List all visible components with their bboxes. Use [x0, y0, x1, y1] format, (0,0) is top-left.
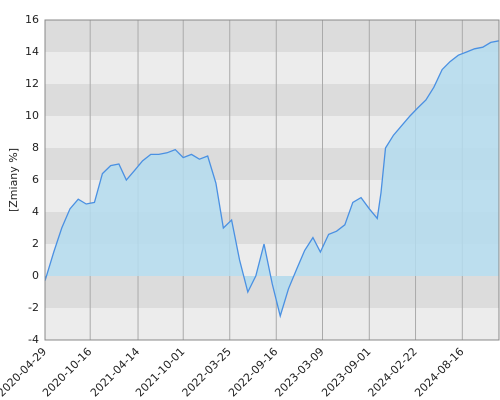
- x-tick-label: 2024-08-16: [412, 345, 466, 399]
- y-tick-label: -4: [28, 333, 39, 346]
- y-tick-label: -2: [28, 301, 39, 314]
- x-tick-label: 2023-03-09: [272, 345, 326, 399]
- y-tick-label: 10: [25, 109, 39, 122]
- area: [45, 40, 499, 317]
- y-tick-label: 14: [25, 45, 39, 58]
- y-tick-label: 2: [32, 237, 39, 250]
- y-tick-label: 16: [25, 13, 39, 26]
- y-tick-label: 0: [32, 269, 39, 282]
- x-tick-label: 2024-02-22: [365, 345, 419, 399]
- grid-band: [45, 308, 499, 340]
- grid-band: [45, 20, 499, 52]
- y-tick-label: 4: [32, 205, 39, 218]
- y-tick-label: 8: [32, 141, 39, 154]
- grid-band: [45, 52, 499, 84]
- y-axis-label: [Zmiany %]: [7, 148, 20, 212]
- y-tick-label: 12: [25, 77, 39, 90]
- line: [44, 40, 500, 319]
- y-tick-label: 6: [32, 173, 39, 186]
- plot-frame: [44, 19, 500, 341]
